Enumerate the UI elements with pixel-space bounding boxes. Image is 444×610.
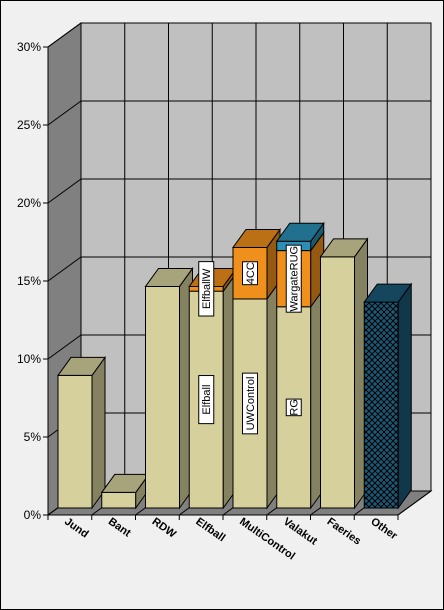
segment-label-text: ElfballW [201,268,213,309]
bar-other-segment-0-side [397,282,412,510]
x-tick-label-bant: Bant [106,516,133,540]
segment-label-box [198,261,215,317]
bar-faeries-segment-0-top [319,238,369,258]
bar-bant-segment-0 [101,491,137,509]
x-tick-label-other: Other [368,516,400,543]
segment-label-box [198,375,215,425]
x-tick-label-elfball: Elfball [193,516,227,545]
gridline [397,23,432,516]
segment-label-4cc: 4CC [242,261,258,286]
bar-other-segment-0 [363,301,399,509]
x-tick-label-faeries: Faeries [325,516,363,548]
segment-label-box [285,244,302,313]
x-tick-label-rdw: RDW [150,516,179,541]
segment-label-wargaterug: WargateRUG [285,244,302,313]
segment-label-text: UWControl [245,377,257,431]
segment-label-text: Elfball [201,385,213,415]
y-tick-label: 10% [17,352,41,366]
segment-label-text: 4CC [245,262,257,284]
y-tick-label: 15% [17,274,41,288]
y-tick-label: 25% [17,118,41,132]
segment-label-elfball: Elfball [198,375,215,425]
segment-label-box [285,398,302,417]
segment-label-rg: RG [285,398,302,417]
segment-label-elfballw: ElfballW [198,261,215,317]
x-tick-label-jund: Jund [62,516,90,541]
y-tick-label: 20% [17,196,41,210]
bar-multicontrol-segment-1-top [232,228,281,248]
segment-label-uwcontrol: UWControl [242,372,258,435]
bar-jund-segment-0 [57,374,93,509]
segment-label-text: WargateRUG [289,246,301,312]
bar-valakut-segment-2-top [275,222,325,242]
bar-rdw-segment-0 [145,285,180,509]
segment-label-text: RG [289,399,301,416]
bar-jund-segment-0-side [91,355,106,510]
segment-label-box [242,372,258,435]
bar-other-segment-0-top [363,283,413,303]
y-tick-label: 30% [17,40,41,54]
bar-rdw-segment-0-top [144,267,194,287]
bar-faeries-segment-0 [320,256,355,509]
y-tick-label: 0% [24,508,42,522]
bar-jund-segment-0-top [57,356,106,376]
y-tick-label: 5% [24,430,42,444]
segment-label-box [242,261,258,286]
x-tick-label-valakut: Valakut [281,516,320,548]
